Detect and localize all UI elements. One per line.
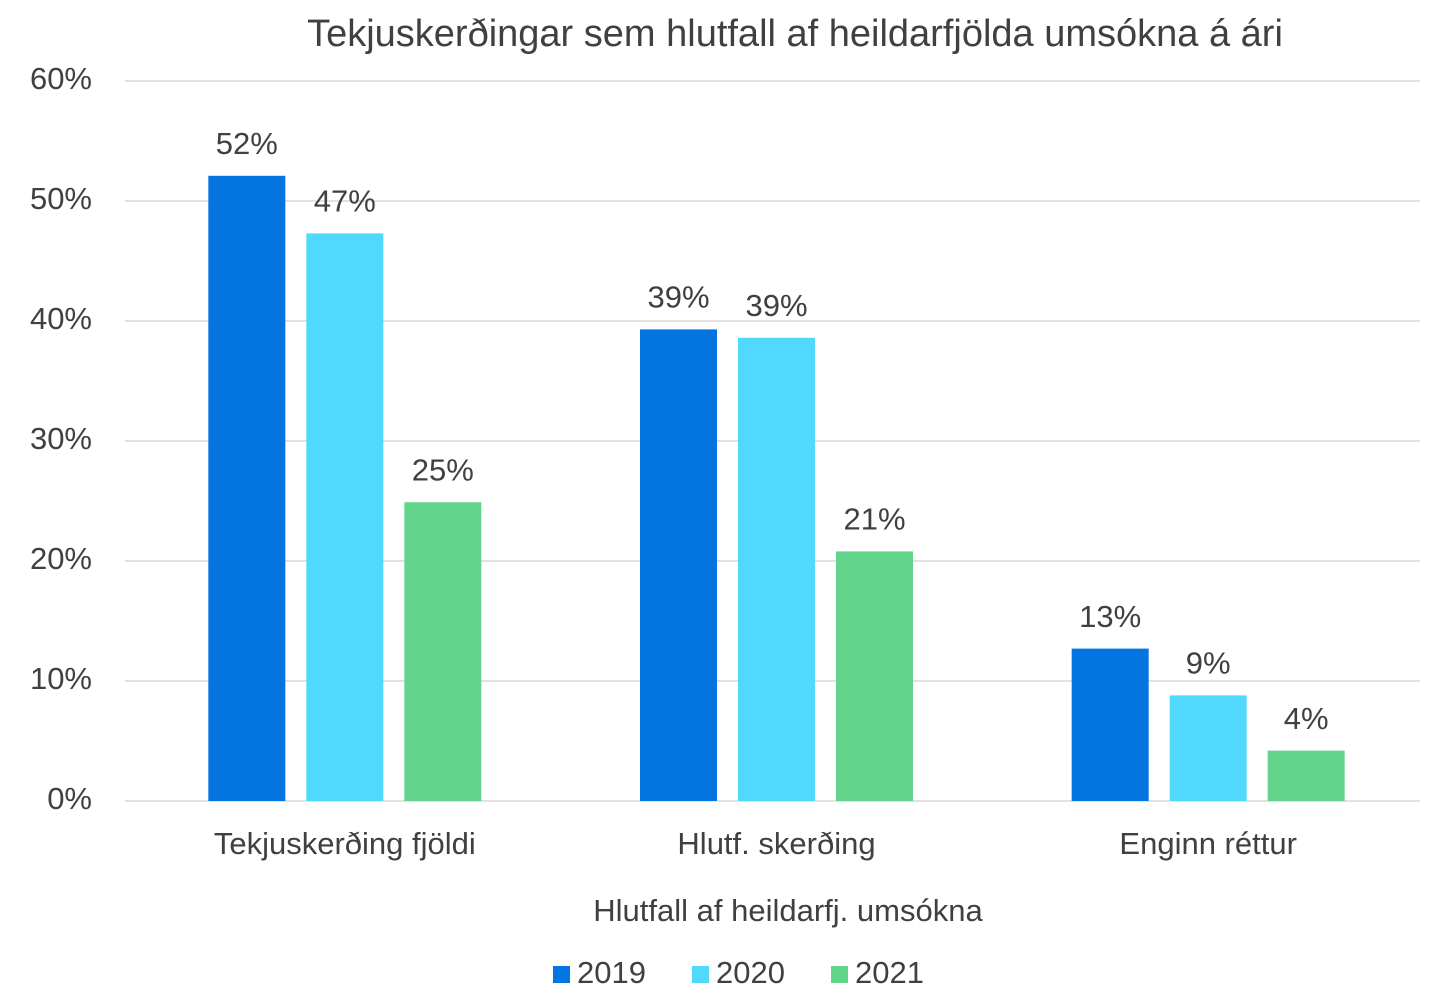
bar <box>738 337 815 801</box>
legend-label: 2021 <box>855 955 924 990</box>
x-tick-label: Enginn réttur <box>1119 826 1297 861</box>
legend-swatch <box>692 966 709 983</box>
bar <box>1071 648 1149 801</box>
legend-label: 2020 <box>716 955 785 990</box>
data-label: 9% <box>1186 646 1231 681</box>
data-label: 25% <box>412 452 474 487</box>
data-label: 13% <box>1079 599 1141 634</box>
bar <box>1267 750 1345 801</box>
y-tick-label: 10% <box>30 661 92 696</box>
y-tick-label: 50% <box>30 181 92 216</box>
bar <box>404 502 482 801</box>
data-label: 47% <box>314 184 376 219</box>
bar <box>1169 695 1247 801</box>
x-tick-label: Hlutf. skerðing <box>677 826 875 861</box>
y-tick-label: 0% <box>47 781 92 816</box>
bar <box>208 175 286 802</box>
legend-label: 2019 <box>577 955 646 990</box>
data-label: 52% <box>216 126 278 161</box>
bar <box>306 233 384 801</box>
data-label: 4% <box>1284 701 1329 736</box>
x-tick-label: Tekjuskerðing fjöldi <box>214 826 476 861</box>
y-tick-label: 20% <box>30 541 92 576</box>
y-tick-label: 30% <box>30 421 92 456</box>
data-label: 39% <box>745 288 807 323</box>
bar <box>836 551 913 801</box>
data-label: 39% <box>647 280 709 315</box>
legend-swatch <box>831 966 848 983</box>
y-tick-label: 40% <box>30 301 92 336</box>
data-label: 21% <box>843 502 905 537</box>
legend-swatch <box>553 966 570 983</box>
bar <box>640 329 717 801</box>
chart-title: Tekjuskerðingar sem hlutfall af heildarf… <box>307 13 1283 55</box>
x-axis-title: Hlutfall af heildarfj. umsókna <box>593 893 983 928</box>
y-tick-label: 60% <box>30 61 92 96</box>
